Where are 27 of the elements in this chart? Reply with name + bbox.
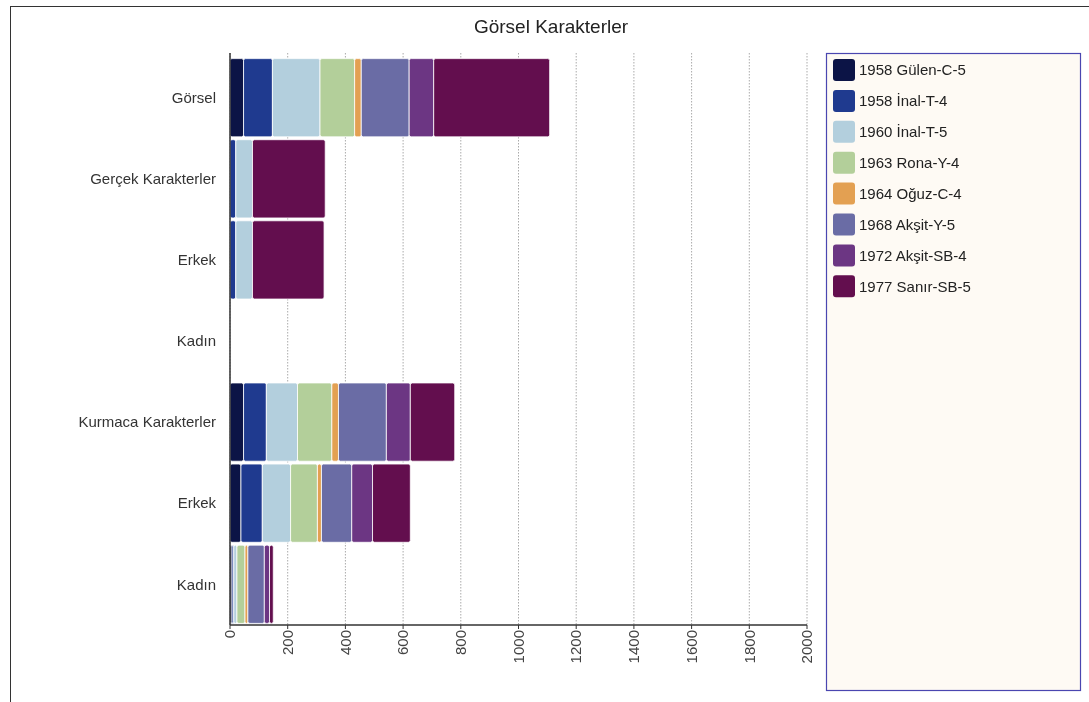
x-tick-label: 200 (278, 630, 296, 656)
y-tick-label: Erkek (177, 494, 217, 512)
y-tick-label: Kadın (176, 332, 216, 350)
legend-label: 1963 Rona-Y-4 (859, 153, 960, 171)
legend-label: 1960 İnal-T-5 (859, 123, 948, 141)
x-tick-label: 0 (221, 630, 239, 639)
x-tick-label: 1200 (567, 630, 585, 664)
x-tick-label: 1800 (740, 630, 758, 664)
legend-label: 1964 Oğuz-C-4 (859, 184, 962, 202)
y-tick-label: Erkek (177, 251, 217, 269)
legend-label: 1958 İnal-T-4 (859, 92, 948, 110)
y-tick-label: Kurmaca Karakterler (78, 413, 216, 431)
x-tick-label: 1400 (625, 630, 643, 664)
x-tick-label: 1600 (682, 630, 700, 664)
x-tick-label: 800 (452, 630, 470, 656)
y-tick-label: Gerçek Karakterler (90, 170, 216, 188)
x-tick-label: 2000 (798, 630, 816, 664)
x-tick-label: 600 (394, 630, 412, 656)
y-tick-label: Görsel (171, 89, 216, 106)
x-tick-label: 400 (336, 630, 354, 656)
legend-label: 1972 Akşit-SB-4 (859, 246, 967, 264)
legend-label: 1977 Sanır-SB-5 (859, 277, 971, 295)
x-tick-label: 1000 (509, 630, 527, 664)
legend-label: 1968 Akşit-Y-5 (859, 215, 956, 233)
y-tick-label: Kadın (176, 575, 216, 593)
legend-label: 1958 Gülen-C-5 (859, 61, 966, 79)
chart-title: Görsel Karakterler (473, 16, 629, 37)
